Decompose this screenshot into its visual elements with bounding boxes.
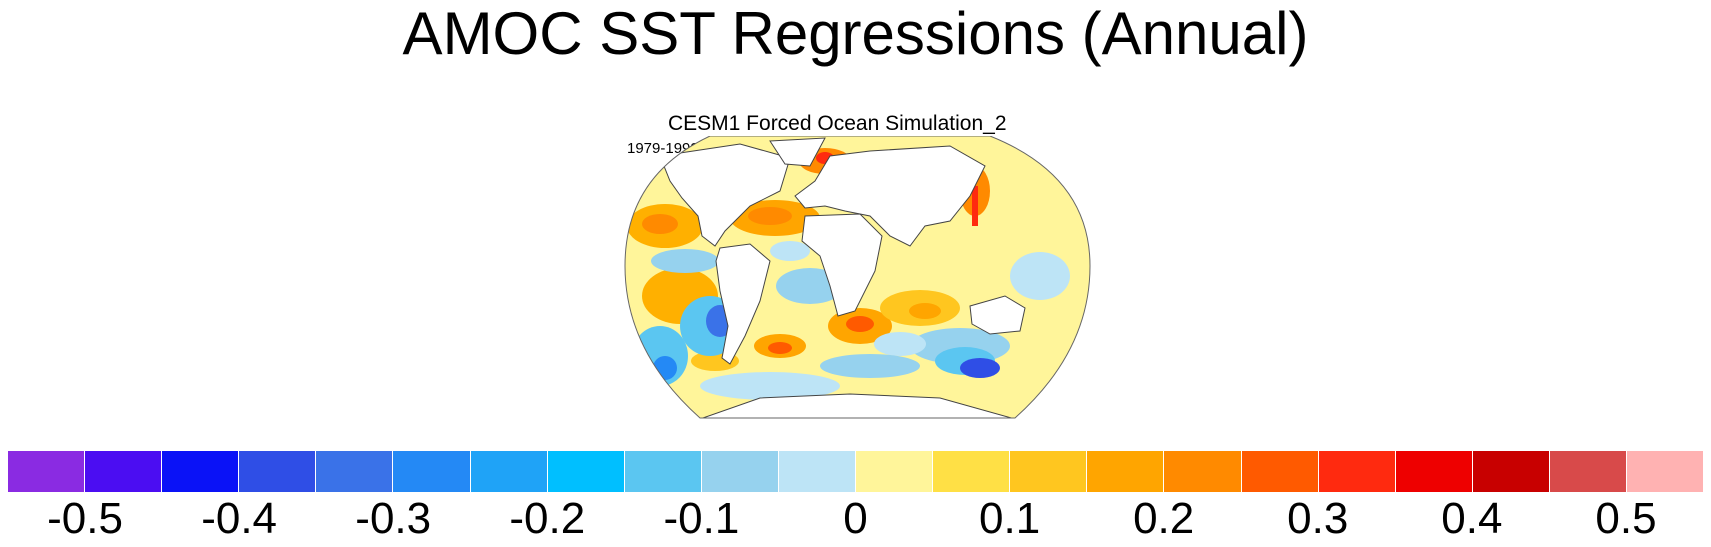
colorbar-swatch: [393, 451, 471, 492]
anomaly-patch: [651, 249, 719, 273]
colorbar-tick-label: 0.3: [1287, 494, 1349, 543]
anomaly-patch: [642, 214, 678, 234]
anomaly-patch: [632, 326, 688, 386]
anomaly-patch: [909, 303, 941, 319]
globe-outline: [624, 136, 1091, 419]
colorbar-swatch: [1087, 451, 1165, 492]
land-south-america: [715, 243, 771, 365]
anomaly-patch: [700, 372, 840, 400]
anomaly-patch: [972, 186, 978, 226]
anomaly-patch: [960, 358, 1000, 378]
colorbar-swatch: [316, 451, 394, 492]
regression-map: [624, 136, 1091, 419]
colorbar-tick-label: 0.5: [1595, 494, 1657, 543]
colorbar-swatch: [162, 451, 240, 492]
colorbar-tick-label: 0.2: [1133, 494, 1195, 543]
land-masses: [659, 137, 1041, 418]
colorbar-tick-label: 0: [843, 494, 868, 543]
anomaly-patch: [874, 332, 926, 356]
figure-title: AMOC SST Regressions (Annual): [402, 0, 1309, 67]
colorbar-ticks: -0.5 -0.4 -0.3 -0.2 -0.1 0 0.1 0.2 0.3 0.4 0.5: [0, 494, 1711, 544]
ocean-field: [625, 136, 1090, 418]
colorbar-swatch: [547, 451, 625, 492]
colorbar-tick-label: -0.5: [47, 494, 123, 543]
colorbar-swatch: [1395, 451, 1473, 492]
land-greenland: [769, 137, 826, 167]
anomaly-patch: [770, 241, 810, 261]
colorbar-swatch: [239, 451, 317, 492]
colorbar-tick-label: -0.1: [663, 494, 740, 543]
colorbar-swatch: [778, 451, 857, 492]
anomaly-patch: [820, 354, 920, 378]
land-australia: [969, 295, 1026, 335]
colorbar-swatch: [1010, 451, 1088, 492]
colorbar-swatch: [1241, 451, 1319, 492]
colorbar-swatch: [8, 451, 86, 492]
anomaly-patch: [768, 342, 792, 354]
colorbar-swatch: [1549, 451, 1627, 492]
colorbar-tick-label: -0.2: [509, 494, 586, 543]
colorbar-swatch: [624, 451, 702, 492]
panel-title: CESM1 Forced Ocean Simulation_2: [668, 112, 1007, 135]
colorbar-tick-label: -0.4: [201, 494, 278, 543]
land-antarctica: [679, 393, 1041, 418]
colorbar-swatch: [1472, 451, 1550, 492]
colorbar-swatch: [856, 451, 934, 492]
colorbar-swatch: [1164, 451, 1242, 492]
colorbar-swatch: [85, 451, 163, 492]
anomaly-patch: [846, 316, 874, 332]
colorbar-tick-label: 0.4: [1441, 494, 1503, 543]
anomaly-patch: [1010, 252, 1070, 300]
colorbar-tick-label: 0.1: [978, 494, 1041, 543]
land-africa: [801, 213, 883, 317]
colorbar-swatch: [933, 451, 1011, 492]
colorbar-swatch: [470, 451, 548, 492]
land-eurasia: [794, 145, 986, 247]
anomaly-patch: [748, 207, 792, 225]
colorbar-swatch: [1318, 451, 1396, 492]
colorbar: [8, 451, 1704, 492]
colorbar-tick-label: -0.3: [355, 494, 432, 543]
colorbar-swatch: [1626, 451, 1704, 492]
colorbar-swatch: [701, 451, 779, 492]
